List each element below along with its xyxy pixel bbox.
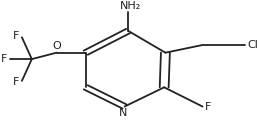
Text: F: F xyxy=(13,77,20,87)
Text: Cl: Cl xyxy=(247,40,258,50)
Text: NH₂: NH₂ xyxy=(120,1,141,11)
Text: F: F xyxy=(205,102,211,112)
Text: F: F xyxy=(1,54,7,64)
Text: F: F xyxy=(13,31,20,41)
Text: N: N xyxy=(119,108,128,118)
Text: O: O xyxy=(52,41,61,51)
